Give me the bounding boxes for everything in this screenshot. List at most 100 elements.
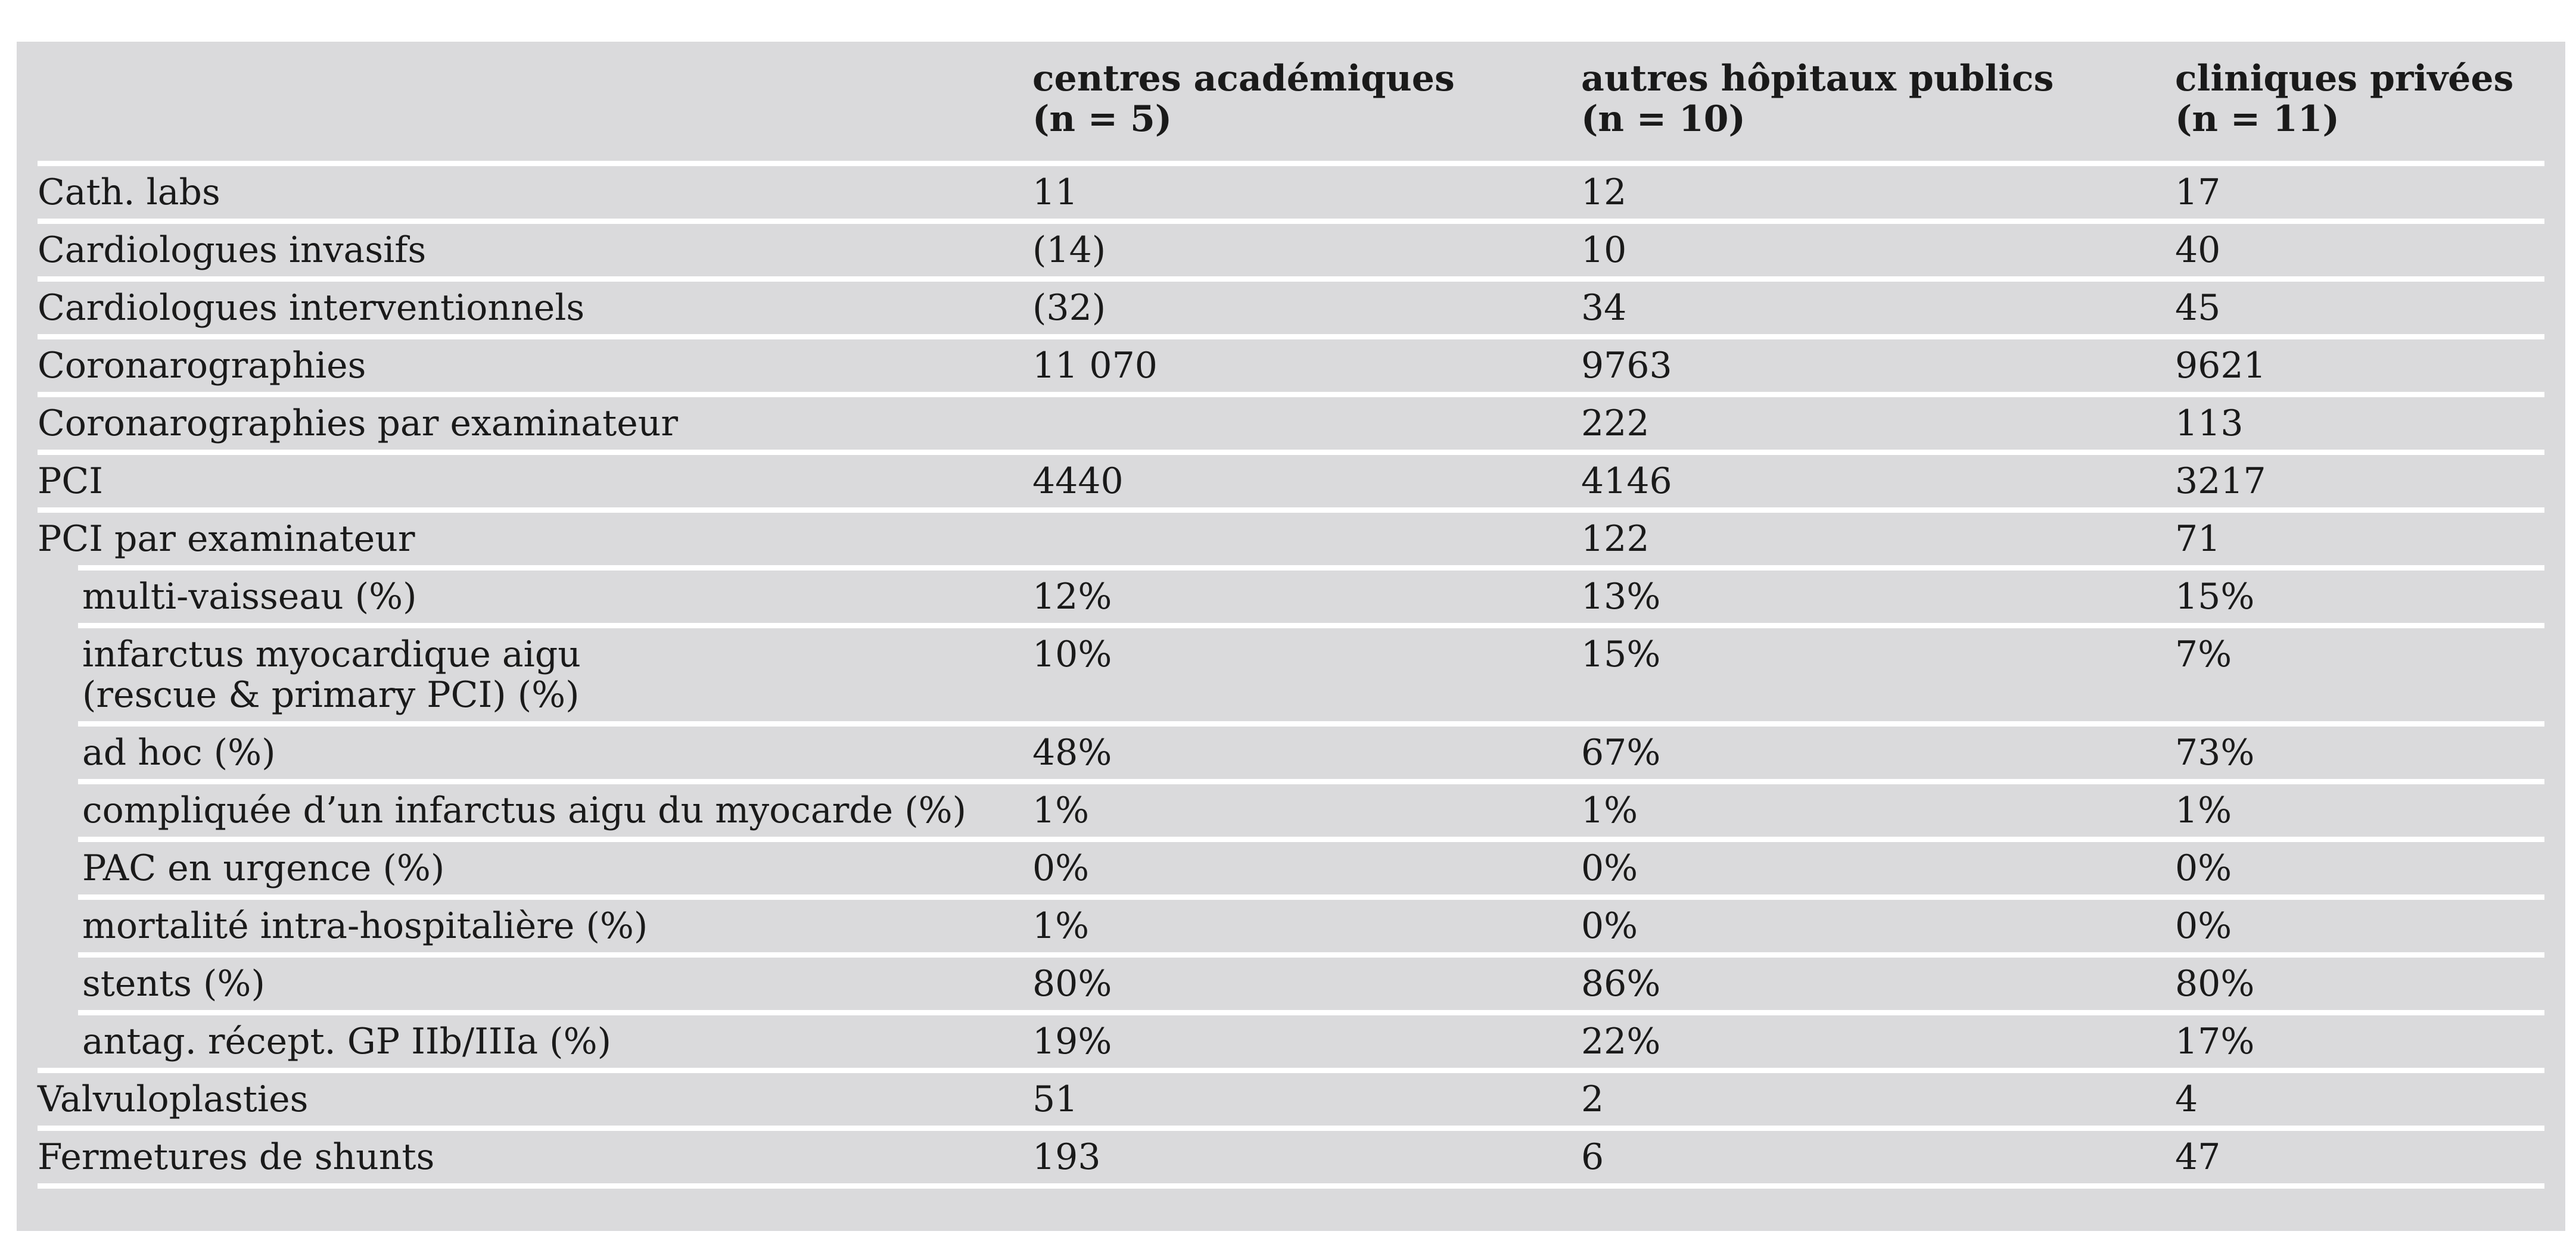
table-row: Cardiologues invasifs (14) 10 40	[38, 219, 2565, 276]
column-header-line1: centres académiques	[1032, 58, 1455, 99]
cell-other-public-hospitals: 22%	[1581, 1021, 1661, 1062]
cell-private-clinics: 9621	[2175, 345, 2266, 386]
cell-private-clinics: 17%	[2175, 1021, 2255, 1062]
row-separator	[38, 334, 2544, 339]
row-label: Cardiologues invasifs	[38, 224, 1032, 276]
row-label-line1: Valvuloplasties	[38, 1078, 309, 1120]
row-label-line1: PCI par examinateur	[38, 518, 415, 560]
column-header-line2: (n = 10)	[1581, 98, 1746, 140]
column-header-line1: cliniques privées	[2175, 58, 2514, 99]
cell-other-public-hospitals: 12	[1581, 172, 1627, 213]
row-separator	[38, 161, 2544, 166]
cell-academic-centres: 0%	[1032, 847, 1090, 889]
row-label-line1: Cath. labs	[38, 172, 220, 213]
row-label-line1: ad hoc (%)	[82, 732, 276, 774]
row-label-line2: (rescue & primary PCI) (%)	[82, 674, 580, 716]
row-label: Coronarographies	[38, 339, 1032, 392]
row-label-line1: Cardiologues invasifs	[38, 229, 427, 271]
table-row: Valvuloplasties 51 2 4	[38, 1068, 2565, 1126]
row-separator	[38, 450, 2544, 455]
cell-academic-centres: 80%	[1032, 963, 1112, 1005]
cell-other-public-hospitals: 0%	[1581, 905, 1638, 947]
table-row: Coronarographies par examinateur 222 113	[38, 392, 2565, 450]
row-separator	[38, 392, 2544, 397]
row-label: Cath. labs	[38, 166, 1032, 219]
row-label-line1: antag. récept. GP IIb/IIIa (%)	[82, 1021, 611, 1062]
cell-academic-centres: 19%	[1032, 1021, 1112, 1062]
cell-academic-centres: (14)	[1032, 229, 1106, 271]
row-separator	[78, 623, 2544, 628]
cell-private-clinics: 0%	[2175, 905, 2232, 947]
cell-other-public-hospitals: 67%	[1581, 732, 1661, 774]
row-label: compliquée d’un infarctus aigu du myocar…	[38, 784, 1032, 837]
row-label-line1: stents (%)	[82, 963, 265, 1005]
row-label: Fermetures de shunts	[38, 1131, 1032, 1183]
cell-academic-centres: (32)	[1032, 287, 1106, 329]
table-row: ad hoc (%) 48% 67% 73%	[38, 721, 2565, 779]
cell-other-public-hospitals: 222	[1581, 403, 1650, 444]
cell-academic-centres: 11	[1032, 172, 1078, 213]
table-body: Cath. labs 11 12 17 Cardiologues invasif…	[38, 161, 2565, 1183]
cell-private-clinics: 7%	[2175, 634, 2232, 675]
cell-private-clinics: 4	[2175, 1078, 2198, 1120]
row-label: Cardiologues interventionnels	[38, 282, 1032, 334]
row-separator	[78, 565, 2544, 571]
row-label-line1: Cardiologues interventionnels	[38, 287, 585, 329]
cell-academic-centres: 48%	[1032, 732, 1112, 774]
cell-private-clinics: 40	[2175, 229, 2221, 271]
cell-academic-centres: 1%	[1032, 905, 1090, 947]
row-label: Valvuloplasties	[38, 1073, 1032, 1126]
cell-other-public-hospitals: 6	[1581, 1136, 1604, 1178]
cell-academic-centres: 12%	[1032, 576, 1112, 618]
row-label-line1: PAC en urgence (%)	[82, 847, 445, 889]
column-header-other-public-hospitals: autres hôpitaux publics (n = 10)	[1581, 42, 2175, 161]
row-separator	[38, 1126, 2544, 1131]
cell-academic-centres: 4440	[1032, 460, 1124, 502]
cell-academic-centres: 51	[1032, 1078, 1078, 1120]
cell-other-public-hospitals: 1%	[1581, 790, 1638, 831]
table-row: Fermetures de shunts 193 6 47	[38, 1126, 2565, 1183]
table-row: antag. récept. GP IIb/IIIa (%) 19% 22% 1…	[38, 1010, 2565, 1068]
row-label-line1: multi-vaisseau (%)	[82, 576, 417, 618]
cell-other-public-hospitals: 86%	[1581, 963, 1661, 1005]
row-label-line1: Coronarographies	[38, 345, 366, 386]
row-separator	[78, 837, 2544, 842]
cell-academic-centres	[1032, 513, 1581, 525]
table-row: mortalité intra-hospitalière (%) 1% 0% 0…	[38, 894, 2565, 952]
clinical-activity-table: centres académiques (n = 5) autres hôpita…	[17, 42, 2565, 1231]
bottom-rule	[38, 1183, 2544, 1189]
row-label-line1: Coronarographies par examinateur	[38, 403, 679, 444]
table-header-row: centres académiques (n = 5) autres hôpita…	[38, 42, 2565, 161]
cell-academic-centres	[1032, 397, 1581, 409]
cell-academic-centres: 11 070	[1032, 345, 1158, 386]
row-label-line1: compliquée d’un infarctus aigu du myocar…	[82, 790, 967, 831]
cell-other-public-hospitals: 13%	[1581, 576, 1661, 618]
cell-other-public-hospitals: 4146	[1581, 460, 1672, 502]
row-separator	[78, 952, 2544, 958]
row-separator	[78, 779, 2544, 784]
row-separator	[78, 894, 2544, 900]
table-row: stents (%) 80% 86% 80%	[38, 952, 2565, 1010]
row-separator	[38, 507, 2544, 513]
row-label-line1: Fermetures de shunts	[38, 1136, 435, 1178]
column-header-line2: (n = 11)	[2175, 98, 2339, 140]
cell-private-clinics: 45	[2175, 287, 2221, 329]
cell-private-clinics: 80%	[2175, 963, 2255, 1005]
row-label: ad hoc (%)	[38, 727, 1032, 779]
cell-private-clinics: 1%	[2175, 790, 2232, 831]
row-label: PAC en urgence (%)	[38, 842, 1032, 894]
cell-other-public-hospitals: 9763	[1581, 345, 1672, 386]
cell-private-clinics: 15%	[2175, 576, 2255, 618]
column-header-academic-centres: centres académiques (n = 5)	[1032, 42, 1581, 161]
bottom-spacer	[38, 1189, 2565, 1231]
cell-private-clinics: 73%	[2175, 732, 2255, 774]
table-row: Cath. labs 11 12 17	[38, 161, 2565, 219]
cell-other-public-hospitals: 122	[1581, 518, 1650, 560]
cell-academic-centres: 193	[1032, 1136, 1101, 1178]
row-label: PCI par examinateur	[38, 513, 1032, 565]
row-separator	[78, 1010, 2544, 1015]
cell-academic-centres: 10%	[1032, 634, 1112, 675]
cell-other-public-hospitals: 10	[1581, 229, 1627, 271]
row-separator	[38, 219, 2544, 224]
cell-other-public-hospitals: 0%	[1581, 847, 1638, 889]
